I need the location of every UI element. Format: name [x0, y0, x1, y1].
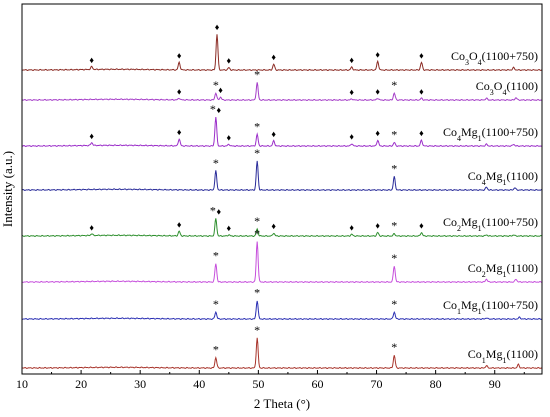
peak-marker-diamond: ♦ — [89, 222, 94, 232]
peak-marker-diamond: ♦ — [375, 221, 380, 231]
peak-marker-diamond: ♦ — [419, 50, 424, 60]
series-7: * * * Co1Mg1(1100) — [21, 323, 543, 370]
peak-marker-star: * — [391, 219, 397, 233]
x-axis-label: 2 Theta (°) — [254, 396, 310, 411]
peak-marker-star: * — [213, 156, 219, 170]
series-label: Co4Mg1(1100) — [468, 169, 538, 187]
x-tick-label: 60 — [311, 377, 323, 391]
series-label: Co1Mg1(1100) — [468, 347, 538, 365]
peak-marker-diamond: ♦ — [227, 132, 232, 142]
peak-marker-diamond: ♦ — [349, 132, 354, 142]
peak-marker-star: * — [213, 78, 219, 92]
peak-marker-star: * — [254, 323, 260, 337]
peak-marker-star: * — [391, 297, 397, 311]
peak-marker-star: * — [254, 214, 260, 228]
series-line — [21, 117, 543, 148]
series-label: Co3O4(1100+750) — [451, 49, 538, 67]
peak-marker-diamond: ♦ — [218, 85, 223, 95]
peak-marker-star: * — [213, 248, 219, 262]
series-label: Co3O4(1100) — [476, 79, 538, 97]
peak-marker-star: * — [254, 119, 260, 133]
x-tick-label: 40 — [193, 377, 205, 391]
series-1: ♦ * ♦*♦ ♦ * ♦ Co3O4(1100) — [21, 68, 543, 102]
peak-marker-star: * — [254, 146, 260, 160]
peak-marker-diamond: ♦ — [349, 55, 354, 65]
plot-frame — [21, 3, 543, 375]
x-tick-label: 30 — [134, 377, 146, 391]
peak-marker-diamond: ♦ — [89, 55, 94, 65]
x-tick-label: 50 — [252, 377, 264, 391]
peak-marker-star: * — [254, 68, 260, 82]
peak-marker-star: * — [213, 343, 219, 357]
series-line — [21, 160, 543, 192]
x-tick-label: 20 — [75, 377, 87, 391]
x-tick-label: 10 — [16, 377, 28, 391]
series-line — [21, 300, 543, 321]
peak-marker-diamond: ♦ — [349, 87, 354, 97]
series-6: * * * Co1Mg1(1100+750) — [21, 285, 543, 321]
peak-marker-diamond: ♦ — [375, 49, 380, 59]
peak-marker-diamond: ♦ — [177, 219, 182, 229]
series-label: Co1Mg1(1100+750) — [443, 298, 538, 316]
x-tick-label: 70 — [371, 377, 383, 391]
x-tick-label: 80 — [430, 377, 442, 391]
peak-marker-diamond: ♦ — [227, 56, 232, 66]
y-axis-label: Intensity (a.u.) — [0, 151, 15, 227]
peak-marker-diamond: ♦ — [215, 22, 220, 32]
peak-marker-diamond: ♦ — [419, 221, 424, 231]
series-line — [21, 218, 543, 238]
peak-marker-diamond: ♦ — [177, 86, 182, 96]
series-line — [21, 82, 543, 102]
peak-marker-diamond: ♦ — [227, 223, 232, 233]
peak-marker-star: * — [210, 102, 216, 116]
peak-marker-star: * — [391, 128, 397, 142]
peak-marker-star: * — [391, 162, 397, 176]
peak-marker-diamond: ♦ — [419, 128, 424, 138]
peak-marker-star: * — [391, 251, 397, 265]
series-3: * * * Co4Mg1(1100) — [21, 146, 543, 192]
peak-marker-diamond: ♦ — [271, 221, 276, 231]
x-axis-ticks: 10 20 30 40 50 60 70 80 90 — [16, 370, 525, 391]
series-label: Co2Mg1(1100) — [468, 261, 538, 279]
series-line — [21, 34, 543, 72]
peak-marker-star: * — [254, 285, 260, 299]
peak-marker-star: * — [254, 226, 260, 240]
series-4: ♦ ♦* ♦♦ * ♦ ♦ ♦ * ♦ Co2Mg1(1100+750) — [21, 204, 543, 238]
series-line — [21, 241, 543, 284]
peak-marker-star: * — [213, 297, 219, 311]
peak-marker-diamond: ♦ — [271, 129, 276, 139]
peak-marker-diamond: ♦ — [271, 52, 276, 62]
peak-marker-diamond: ♦ — [419, 86, 424, 96]
series-2: ♦ ♦* ♦♦*♦ ♦ ♦ * ♦ Co4Mg1(1100+750) — [21, 102, 543, 148]
peak-marker-star: * — [391, 78, 397, 92]
peak-marker-diamond: ♦ — [217, 207, 222, 217]
peak-marker-diamond: ♦ — [217, 105, 222, 115]
series-0: ♦ ♦ ♦ ♦ ♦ ♦ ♦ ♦ Co3O4(1100+750) — [21, 22, 543, 72]
plot-area: ♦ ♦♦♦ ♦ ♦♦ ♦ Co3O4(1100+750)♦ * ♦*♦ ♦ * ♦ Co3O4(110… — [21, 22, 543, 370]
series-line — [21, 337, 543, 370]
peak-marker-diamond: ♦ — [375, 86, 380, 96]
series-5: * * * Co2Mg1(1100) — [21, 226, 543, 284]
peak-marker-diamond: ♦ — [177, 50, 182, 60]
peak-marker-star: * — [391, 340, 397, 354]
peak-marker-diamond: ♦ — [375, 128, 380, 138]
series-label: Co2Mg1(1100+750) — [443, 215, 538, 233]
x-tick-label: 90 — [489, 377, 501, 391]
peak-marker-diamond: ♦ — [89, 131, 94, 141]
peak-marker-diamond: ♦ — [349, 222, 354, 232]
peak-marker-diamond: ♦ — [177, 127, 182, 137]
peak-marker-star: * — [210, 204, 216, 218]
series-label: Co4Mg1(1100+750) — [443, 125, 538, 143]
